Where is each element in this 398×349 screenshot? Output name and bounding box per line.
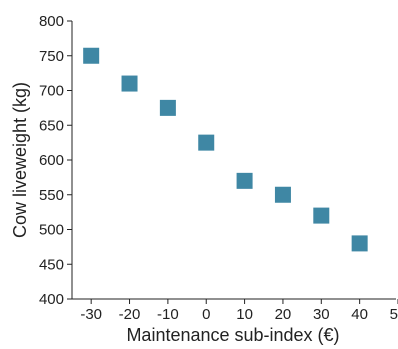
y-tick-label: 800 — [39, 13, 64, 30]
x-tick-label: 30 — [313, 306, 330, 323]
data-point — [274, 186, 291, 203]
y-tick-label: 600 — [39, 152, 64, 169]
data-point — [83, 47, 100, 64]
x-tick-label: -30 — [80, 306, 102, 323]
y-tick-label: 450 — [39, 256, 64, 273]
y-tick-label: 650 — [39, 117, 64, 134]
y-tick-label: 750 — [39, 48, 64, 65]
data-point — [313, 207, 330, 224]
x-tick-label: 0 — [202, 306, 210, 323]
y-ticks: 400 450 500 550 600 650 700 750 800 — [39, 13, 72, 308]
x-ticks: -30 -20 -10 0 10 20 30 40 50 — [80, 299, 398, 323]
y-tick-label: 500 — [39, 222, 64, 239]
data-point — [121, 75, 138, 92]
x-axis-title: Maintenance sub-index (€) — [126, 325, 339, 345]
x-tick-label: 10 — [236, 306, 253, 323]
y-axis-title: Cow liveweight (kg) — [10, 82, 30, 238]
x-tick-label: -10 — [157, 306, 179, 323]
y-tick-label: 700 — [39, 83, 64, 100]
y-tick-label: 550 — [39, 187, 64, 204]
x-tick-label: -20 — [119, 306, 141, 323]
data-point — [236, 172, 253, 189]
x-tick-label: 20 — [275, 306, 292, 323]
data-point — [351, 235, 368, 252]
data-point — [198, 134, 215, 151]
y-tick-label: 400 — [39, 291, 64, 308]
x-tick-label: 40 — [351, 306, 368, 323]
data-point — [159, 99, 176, 116]
data-points — [83, 47, 368, 252]
x-tick-label: 50 — [390, 306, 398, 323]
axes — [71, 21, 396, 300]
